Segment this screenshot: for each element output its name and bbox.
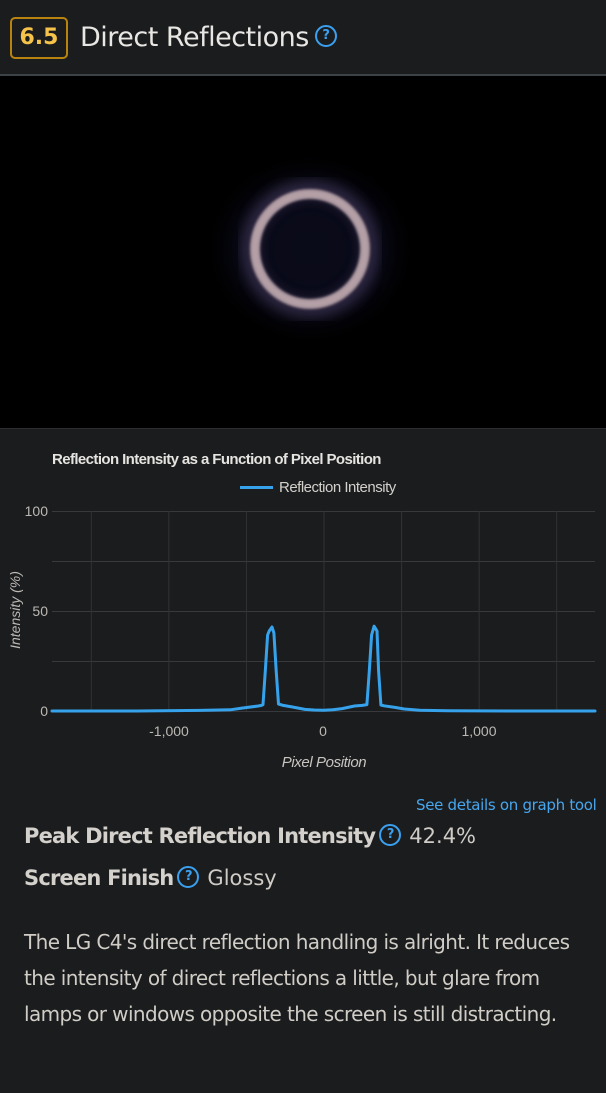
x-tick-1000: 1,000 — [461, 723, 497, 739]
spec-value: Glossy — [207, 866, 277, 890]
legend-label: Reflection Intensity — [279, 479, 396, 496]
ring-reflection-image — [200, 149, 420, 349]
spec-screen-finish: Screen Finish? Glossy — [24, 866, 277, 890]
chart-title: Reflection Intensity as a Function of Pi… — [52, 451, 381, 468]
question-circle-icon[interactable]: ? — [177, 866, 200, 888]
header-divider — [0, 74, 606, 76]
x-tick-0: 0 — [319, 723, 327, 739]
y-tick-50: 50 — [32, 603, 48, 619]
graph-tool-link[interactable]: See details on graph tool — [416, 796, 597, 814]
section-header: 6.5 Direct Reflections? — [0, 0, 606, 74]
photo-divider — [0, 428, 606, 429]
section-title: Direct Reflections? — [80, 18, 337, 58]
spec-value: 42.4% — [409, 824, 477, 848]
reflection-photo — [0, 76, 606, 428]
x-axis-label: Pixel Position — [281, 754, 367, 771]
legend-swatch — [240, 486, 273, 489]
question-circle-icon[interactable]: ? — [314, 24, 337, 47]
x-tick-neg1000: -1,000 — [149, 723, 189, 739]
series-line — [50, 624, 597, 713]
spec-label: Peak Direct Reflection Intensity — [24, 824, 376, 848]
review-description: The LG C4's direct reflection handling i… — [24, 930, 570, 1026]
y-tick-0: 0 — [40, 703, 48, 719]
chart-legend[interactable]: Reflection Intensity — [240, 479, 396, 496]
question-circle-icon[interactable]: ? — [379, 824, 402, 846]
section-title-text: Direct Reflections — [80, 22, 309, 53]
reflection-chart: Reflection Intensity as a Function of Pi… — [0, 429, 606, 789]
spec-peak-intensity: Peak Direct Reflection Intensity? 42.4% — [24, 824, 476, 848]
score-badge: 6.5 — [10, 17, 68, 59]
y-tick-100: 100 — [24, 503, 48, 519]
chart-plot-area — [50, 511, 597, 713]
spec-label: Screen Finish — [24, 866, 174, 890]
